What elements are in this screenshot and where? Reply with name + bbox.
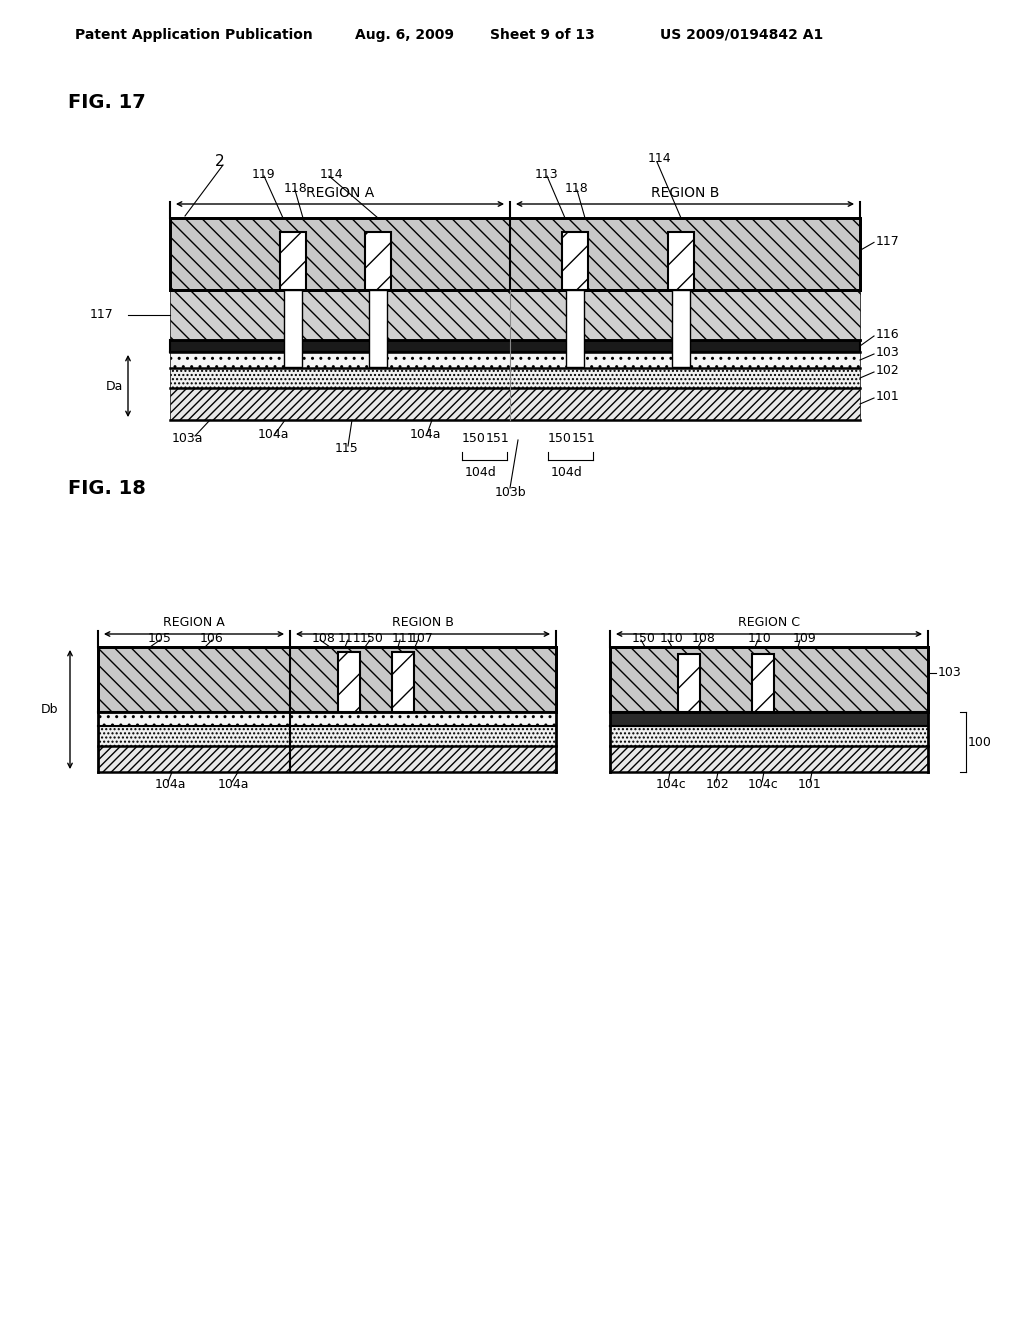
- Bar: [668, 232, 694, 290]
- Text: 108: 108: [312, 631, 336, 644]
- Bar: [170, 218, 860, 290]
- Text: 118: 118: [565, 181, 589, 194]
- Bar: [392, 652, 414, 711]
- Text: FIG. 18: FIG. 18: [68, 479, 145, 498]
- Text: 104a: 104a: [218, 777, 250, 791]
- Text: 110: 110: [748, 631, 772, 644]
- Text: Aug. 6, 2009: Aug. 6, 2009: [355, 28, 454, 42]
- Text: 101: 101: [876, 391, 900, 404]
- Bar: [678, 653, 700, 711]
- Text: 115: 115: [335, 441, 358, 454]
- Bar: [98, 647, 556, 711]
- Bar: [365, 232, 391, 290]
- Text: 117: 117: [90, 309, 114, 322]
- Bar: [98, 726, 556, 746]
- Bar: [170, 388, 860, 420]
- Text: US 2009/0194842 A1: US 2009/0194842 A1: [660, 28, 823, 42]
- Text: REGION A: REGION A: [306, 186, 374, 201]
- Text: 104c: 104c: [748, 777, 778, 791]
- Bar: [98, 711, 556, 726]
- Text: 104a: 104a: [155, 777, 186, 791]
- Text: FIG. 17: FIG. 17: [68, 92, 145, 111]
- Text: 151: 151: [572, 432, 596, 445]
- Text: 2: 2: [215, 153, 224, 169]
- Text: 102: 102: [706, 777, 730, 791]
- Text: 103: 103: [876, 346, 900, 359]
- Text: 111: 111: [338, 631, 361, 644]
- Bar: [170, 290, 860, 341]
- Text: 150: 150: [632, 631, 656, 644]
- Text: 150: 150: [548, 432, 571, 445]
- Text: REGION C: REGION C: [738, 615, 800, 628]
- Text: REGION B: REGION B: [392, 615, 454, 628]
- Text: Sheet 9 of 13: Sheet 9 of 13: [490, 28, 595, 42]
- Bar: [284, 290, 302, 367]
- Bar: [170, 352, 860, 368]
- Text: 108: 108: [692, 631, 716, 644]
- Text: 103a: 103a: [172, 432, 204, 445]
- Text: 151: 151: [486, 432, 510, 445]
- Bar: [610, 647, 928, 711]
- Bar: [672, 290, 690, 367]
- Bar: [170, 341, 860, 352]
- Text: 103b: 103b: [495, 486, 526, 499]
- Text: 104d: 104d: [551, 466, 583, 479]
- Bar: [98, 746, 556, 772]
- Text: 118: 118: [284, 181, 308, 194]
- Text: 113: 113: [535, 168, 559, 181]
- Text: REGION A: REGION A: [163, 615, 225, 628]
- Bar: [752, 653, 774, 711]
- Bar: [280, 232, 306, 290]
- Text: 114: 114: [319, 168, 344, 181]
- Text: Da: Da: [106, 380, 123, 392]
- Text: 150: 150: [462, 432, 485, 445]
- Text: 114: 114: [648, 153, 672, 165]
- Bar: [369, 290, 387, 367]
- Bar: [170, 368, 860, 388]
- Text: REGION B: REGION B: [651, 186, 719, 201]
- Text: 104a: 104a: [258, 428, 290, 441]
- Text: 111: 111: [392, 631, 416, 644]
- Text: Patent Application Publication: Patent Application Publication: [75, 28, 312, 42]
- Bar: [566, 290, 584, 367]
- Text: 104a: 104a: [410, 428, 441, 441]
- Bar: [562, 232, 588, 290]
- Text: 103: 103: [938, 667, 962, 680]
- Text: 107: 107: [410, 631, 434, 644]
- Text: 102: 102: [876, 364, 900, 378]
- Bar: [610, 711, 928, 726]
- Text: 117: 117: [876, 235, 900, 248]
- Text: 101: 101: [798, 777, 821, 791]
- Bar: [610, 726, 928, 746]
- Text: 150: 150: [360, 631, 384, 644]
- Text: 106: 106: [200, 631, 224, 644]
- Text: 110: 110: [660, 631, 684, 644]
- Text: 104c: 104c: [656, 777, 687, 791]
- Text: 100: 100: [968, 735, 992, 748]
- Text: Db: Db: [41, 704, 58, 715]
- Text: 104d: 104d: [465, 466, 497, 479]
- Bar: [338, 652, 360, 711]
- Text: 119: 119: [252, 168, 275, 181]
- Text: 116: 116: [876, 329, 900, 342]
- Text: 109: 109: [793, 631, 817, 644]
- Text: 105: 105: [148, 631, 172, 644]
- Bar: [610, 746, 928, 772]
